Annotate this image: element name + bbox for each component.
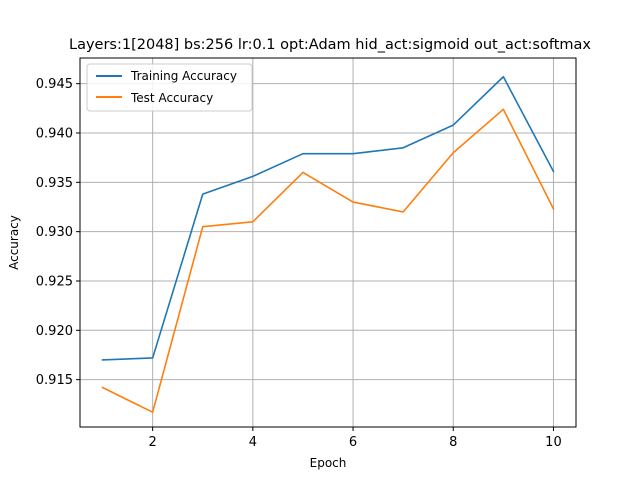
y-tick-label: 0.940 bbox=[36, 126, 73, 141]
y-tick-label: 0.930 bbox=[36, 225, 73, 240]
plot-area-frame bbox=[79, 57, 577, 428]
y-tick-label: 0.935 bbox=[36, 176, 73, 191]
y-axis-label: Accuracy bbox=[7, 215, 21, 270]
legend-box bbox=[86, 63, 253, 112]
y-tick-label: 0.920 bbox=[36, 324, 73, 339]
series-lines bbox=[101, 75, 555, 414]
y-tick-label: 0.945 bbox=[36, 77, 73, 92]
x-tick-label: 6 bbox=[349, 435, 357, 450]
series-line-training bbox=[101, 75, 555, 361]
series-line-test bbox=[101, 108, 555, 414]
x-tick-label: 8 bbox=[449, 435, 457, 450]
y-tick-label: 0.925 bbox=[36, 274, 73, 289]
x-tick-label: 10 bbox=[545, 435, 562, 450]
x-axis-label: Epoch bbox=[310, 456, 347, 470]
y-tick-label: 0.915 bbox=[36, 373, 73, 388]
x-tick-label: 4 bbox=[249, 435, 257, 450]
grid bbox=[80, 58, 576, 427]
legend-label-training: Training Accuracy bbox=[130, 69, 237, 83]
axis-ticks: 2 4 6 8 10 0.915 0.920 0.925 0.930 0.935 0.940 0.94… bbox=[36, 77, 562, 450]
legend-label-test: Test Accuracy bbox=[130, 91, 213, 105]
legend: Training Accuracy Test Accuracy bbox=[86, 63, 253, 112]
x-tick-label: 2 bbox=[149, 435, 157, 450]
chart-title: Layers:1[2048] bs:256 lr:0.1 opt:Adam hi… bbox=[69, 37, 591, 53]
